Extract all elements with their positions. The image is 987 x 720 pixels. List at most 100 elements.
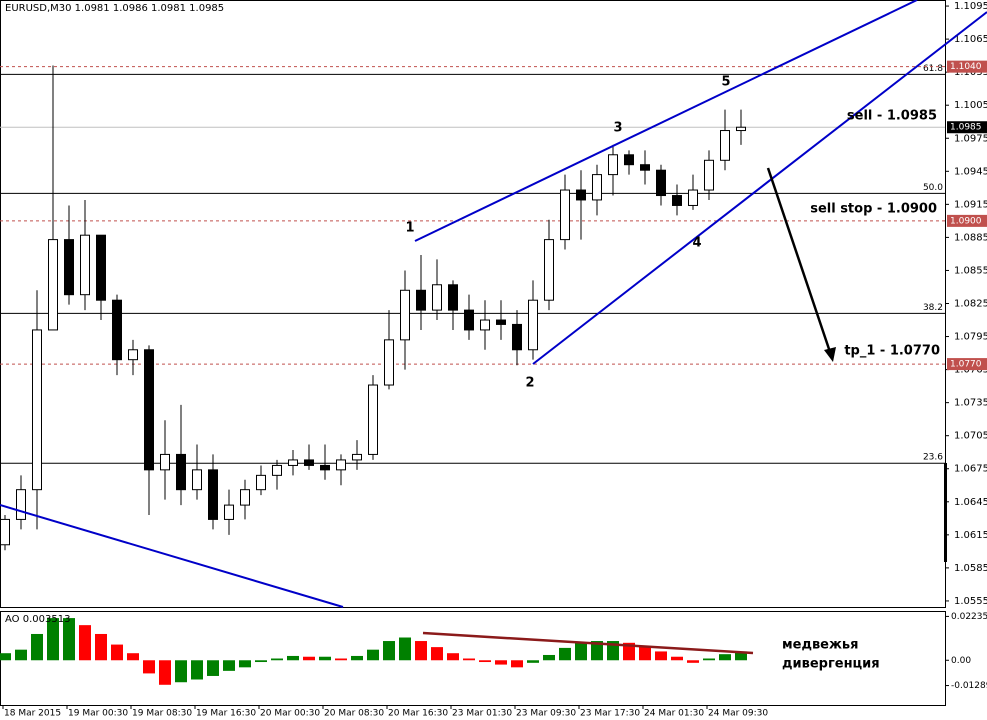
x-tick-label: 18 Mar 2015 <box>4 709 61 719</box>
y-tick-label: 0.02235 <box>951 612 987 622</box>
ao-bar <box>335 658 347 661</box>
ao-bar <box>703 658 715 661</box>
ao-bar <box>527 660 539 663</box>
candles <box>0 65 746 551</box>
candle-body <box>64 239 74 296</box>
annotation: sell stop - 1.0900 <box>810 202 937 217</box>
x-tick-label: 24 Mar 01:30 <box>644 709 704 719</box>
y-tick-label: 1.0885 <box>954 232 987 243</box>
ao-bar <box>559 647 571 661</box>
candle-body <box>624 154 634 166</box>
annotation: sell - 1.0985 <box>847 109 937 124</box>
ao-bar <box>79 625 91 661</box>
candle-body <box>96 234 106 301</box>
x-tick-label: 20 Mar 00:30 <box>260 709 320 719</box>
wave-label: 4 <box>692 236 701 251</box>
divergence-line <box>422 631 754 655</box>
ao-bar <box>623 642 635 661</box>
y-tick-label: 0.00 <box>951 656 971 666</box>
y-tick-label: 1.0915 <box>954 199 987 210</box>
x-tick-label: 19 Mar 08:30 <box>132 709 192 719</box>
fib-label: 50.0 <box>923 183 943 193</box>
ao-header: AO 0.003513 <box>5 614 70 625</box>
ao-bar <box>223 660 235 671</box>
candle-body <box>256 474 266 491</box>
fib-label: 23.6 <box>923 453 943 463</box>
ao-bar <box>495 660 507 665</box>
ao-bar <box>175 660 187 683</box>
y-tick-label: 1.0645 <box>954 497 987 508</box>
x-tick-label: 23 Mar 17:30 <box>580 709 640 719</box>
ao-bar <box>287 655 299 661</box>
candle-body <box>640 164 650 171</box>
ao-bar <box>431 647 443 661</box>
ao-bar <box>687 660 699 663</box>
candle-body <box>656 169 666 197</box>
candle-body <box>608 154 618 176</box>
y-tick-label: 1.0825 <box>954 299 987 310</box>
price-label-box <box>947 60 987 73</box>
ao-bar <box>127 653 139 661</box>
candle-body <box>592 174 602 201</box>
ao-bar <box>575 642 587 661</box>
candle-body <box>352 453 362 461</box>
y-tick-label: 1.0735 <box>954 398 987 409</box>
y-tick-label: 1.0555 <box>954 596 987 607</box>
chart-header: EURUSD,M30 1.0981 1.0986 1.0981 1.0985 <box>5 3 224 14</box>
ao-bar <box>207 660 219 676</box>
ao-bar <box>463 658 475 661</box>
y-tick-label: 1.0585 <box>954 563 987 574</box>
candle-body <box>496 319 506 325</box>
candle-body <box>720 130 730 161</box>
y-tick-label: 1.0975 <box>954 133 987 144</box>
candle-body <box>208 469 218 520</box>
trend-line <box>532 11 987 365</box>
candle-body <box>112 299 122 361</box>
candle-body <box>320 464 330 471</box>
candle-body <box>272 464 282 476</box>
ao-bar <box>319 656 331 661</box>
candle-body <box>736 126 746 132</box>
ao-bar <box>719 654 731 661</box>
candle-body <box>448 284 458 311</box>
candle-body <box>160 453 170 471</box>
candle-body <box>560 189 570 241</box>
candle-body <box>528 299 538 351</box>
x-tick-label: 20 Mar 08:30 <box>324 709 384 719</box>
price-label: 1.0900 <box>950 216 982 226</box>
candle-body <box>384 339 394 386</box>
candle-body <box>576 189 586 201</box>
candle-body <box>16 489 26 520</box>
trend-line <box>414 0 918 242</box>
candle-body <box>672 195 682 206</box>
ao-bar <box>639 646 651 661</box>
price-label-box <box>947 358 987 371</box>
ao-bar <box>111 644 123 661</box>
y-tick-label: 1.0615 <box>954 530 987 541</box>
ao-bar <box>47 618 59 661</box>
candle-body <box>80 234 90 296</box>
x-tick-label: 19 Mar 00:30 <box>68 709 128 719</box>
ao-bars: 0.02235 0.00 -0.01289 <box>0 612 987 691</box>
ao-bar <box>31 633 43 661</box>
ao-bar <box>655 651 667 661</box>
ao-bar <box>399 637 411 661</box>
ao-bar <box>671 656 683 661</box>
ao-bar <box>95 633 107 661</box>
arrow <box>766 167 832 353</box>
candle-body <box>432 284 442 311</box>
candle-body <box>688 189 698 206</box>
wave-label: 3 <box>613 121 622 136</box>
y-tick-label: 1.1095 <box>954 1 987 12</box>
ao-bar <box>303 656 315 661</box>
candle-body <box>368 384 378 455</box>
wave-label: 1 <box>405 221 414 236</box>
candle-body <box>176 453 186 491</box>
price-label-box <box>947 214 987 227</box>
x-tick-label: 19 Mar 16:30 <box>196 709 256 719</box>
annotation: дивергенция <box>782 657 880 672</box>
candle-body <box>336 459 346 471</box>
ao-bar <box>543 654 555 661</box>
